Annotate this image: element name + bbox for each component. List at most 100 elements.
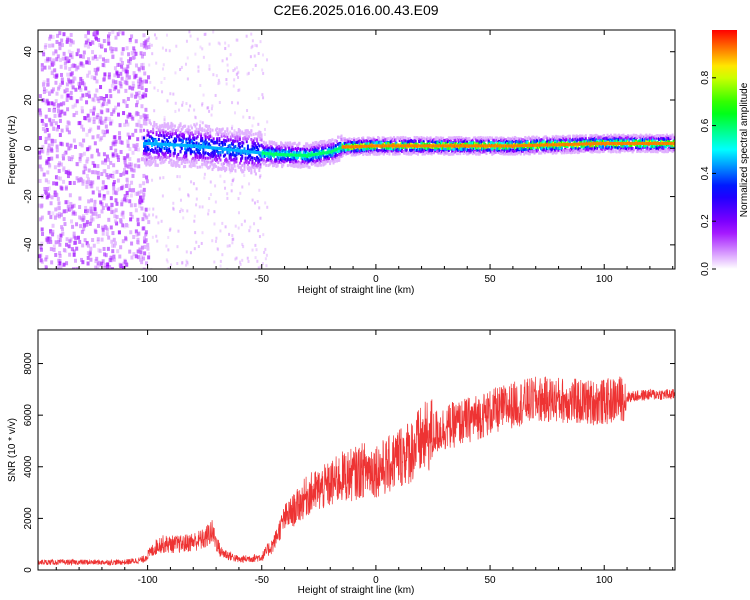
spectrogram-ridge-cell xyxy=(176,156,179,160)
spectrogram-noise-cell xyxy=(113,219,117,224)
spectrogram-ridge-core xyxy=(260,151,263,155)
spectrogram-noise-cell xyxy=(194,231,197,235)
spectrogram-ridge-cell xyxy=(216,139,219,143)
spectrogram-noise-cell xyxy=(141,94,145,99)
spectrogram-noise-cell xyxy=(226,192,229,196)
spectrogram-ridge-cell xyxy=(281,165,284,169)
spectrogram-noise-cell xyxy=(54,252,58,257)
spectrogram-ridge-core xyxy=(429,144,432,148)
spectrogram-ridge-core xyxy=(488,144,491,148)
spectrogram-ridge-cell xyxy=(286,157,289,161)
spectrogram-ridge-cell xyxy=(283,150,286,154)
spectrogram-ridge-cell xyxy=(148,155,151,159)
spectrogram-ridge-cell xyxy=(212,154,215,158)
spectrogram-ridge-cell xyxy=(361,140,364,144)
spectrogram-noise-cell xyxy=(40,118,44,123)
spectrogram-ridge-cell xyxy=(186,160,189,164)
spectrogram-ridge-cell xyxy=(260,138,263,142)
spectrogram-ridge-cell xyxy=(439,147,442,151)
spectrogram-ridge-cell xyxy=(533,139,536,143)
spectrogram-noise-cell xyxy=(142,33,146,38)
spectrogram-ridge-cell xyxy=(204,124,207,128)
spectrogram-ridge-cell xyxy=(289,158,292,162)
spectrogram-ridge-cell xyxy=(476,139,479,143)
spectrogram-ridge-core xyxy=(300,153,303,157)
spectrogram-noise-cell xyxy=(148,42,151,46)
spectrogram-ridge-core xyxy=(413,144,416,148)
spectrogram-noise-cell xyxy=(47,186,51,191)
spectrogram-noise-cell xyxy=(126,96,130,101)
spectrogram-noise-cell xyxy=(259,174,262,178)
spectrogram-ridge-cell xyxy=(251,144,254,148)
spectrogram-ridge-cell xyxy=(229,155,232,159)
spectrogram-noise-cell xyxy=(65,87,69,92)
spectrogram-ridge-cell xyxy=(503,138,506,142)
spectrogram-ridge-cell xyxy=(234,136,237,140)
spectrogram-noise-cell xyxy=(194,116,197,120)
spectrogram-noise-cell xyxy=(179,68,182,72)
spectrogram-ridge-cell xyxy=(202,147,205,151)
spectrogram-noise-cell xyxy=(70,219,74,224)
spectrogram-noise-cell xyxy=(206,106,209,110)
spectrogram-noise-cell xyxy=(138,198,142,203)
spectrogram-ridge-cell xyxy=(161,157,164,161)
spectrogram-noise-cell xyxy=(47,107,51,112)
spectrogram-noise-cell xyxy=(114,139,118,144)
spectrogram-noise-cell xyxy=(170,263,173,267)
spectrogram-noise-cell xyxy=(123,197,127,202)
spectrogram-ridge-cell xyxy=(369,152,372,156)
spectrogram-ridge-cell xyxy=(273,151,276,155)
spectrogram-noise-cell xyxy=(118,80,122,85)
spectrogram-ridge-cell xyxy=(179,122,182,126)
spectrogram-ridge-cell xyxy=(270,147,273,151)
spectrogram-ridge-core xyxy=(286,153,289,157)
spectrogram-ridge-cell xyxy=(221,127,224,131)
spectrogram-noise-cell xyxy=(89,246,93,251)
spectrogram-ridge-cell xyxy=(220,134,223,138)
spectrogram-noise-cell xyxy=(141,198,145,203)
spectrogram-noise-cell xyxy=(78,239,82,244)
spectrogram-ridge-cell xyxy=(154,147,157,151)
spectrogram-ridge-cell xyxy=(308,156,311,160)
spectrogram-ridge-cell xyxy=(285,143,288,147)
spectrogram-noise-cell xyxy=(197,65,200,69)
spectrogram-ridge-cell xyxy=(227,144,230,148)
spectrogram-ridge-cell xyxy=(509,142,512,146)
spectrogram-ridge-core xyxy=(343,145,346,149)
spectrogram-ridge-cell xyxy=(176,154,179,158)
spectrogram-noise-cell xyxy=(100,172,104,177)
spectrogram-noise-cell xyxy=(98,137,102,142)
spectrogram-noise-cell xyxy=(169,92,172,96)
spectrogram-ridge-cell xyxy=(342,137,345,141)
spectrogram-noise-cell xyxy=(62,32,66,37)
spectrogram-ridge-cell xyxy=(350,153,353,157)
spectrogram-ridge-cell xyxy=(266,153,269,157)
spectrogram-ridge-cell xyxy=(369,139,372,143)
spectrogram-ridge-core xyxy=(445,144,448,148)
spectrogram-ridge-core xyxy=(197,144,200,148)
spectrogram-ridge-core xyxy=(172,143,175,147)
spectrogram-ridge-cell xyxy=(435,136,438,140)
spectrogram-noise-cell xyxy=(209,180,212,184)
spectrogram-noise-cell xyxy=(72,249,76,254)
spectrogram-ridge-cell xyxy=(512,152,515,156)
spectrogram-noise-cell xyxy=(84,205,88,210)
spectrogram-noise-cell xyxy=(118,140,122,145)
spectrogram-ridge-cell xyxy=(377,149,380,153)
spectrogram-ridge-core xyxy=(230,148,233,152)
spectrogram-ridge-cell xyxy=(160,144,163,148)
spectrogram-noise-cell xyxy=(113,190,117,195)
spectrogram-noise-cell xyxy=(49,239,53,244)
spectrogram-noise-cell xyxy=(85,180,89,185)
spectrogram-ridge-core xyxy=(533,143,536,147)
spectrogram-ridge-cell xyxy=(146,139,149,143)
spectrogram-ridge-cell xyxy=(251,147,254,151)
spectrogram-noise-cell xyxy=(234,164,237,168)
spectrogram-ridge-cell xyxy=(316,146,319,150)
spectrogram-ridge-cell xyxy=(189,150,192,154)
spectrogram-noise-cell xyxy=(125,223,129,228)
spectrogram-noise-cell xyxy=(221,59,224,63)
spectrogram-ridge-cell xyxy=(353,137,356,141)
spectrogram-noise-cell xyxy=(101,186,105,191)
spectrogram-heatmap xyxy=(38,30,675,269)
